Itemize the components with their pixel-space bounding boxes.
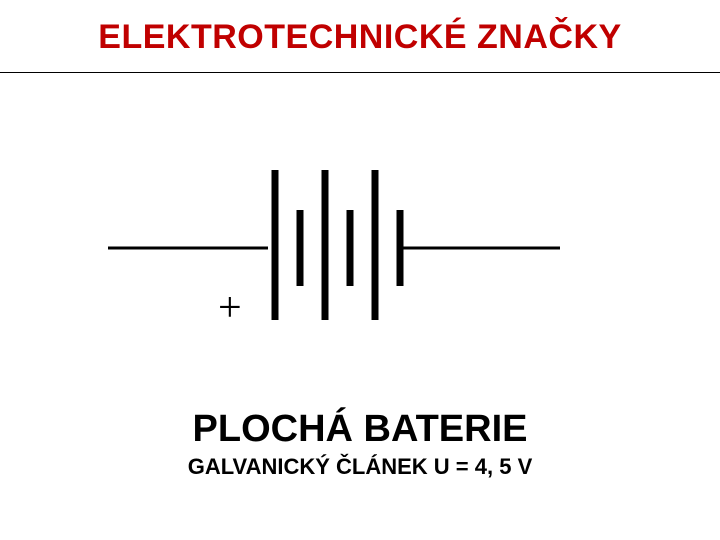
battery-symbol-svg bbox=[0, 150, 720, 320]
component-subtitle: GALVANICKÝ ČLÁNEK U = 4, 5 V bbox=[0, 454, 720, 480]
page-title: ELEKTROTECHNICKÉ ZNAČKY bbox=[0, 18, 720, 57]
page: ELEKTROTECHNICKÉ ZNAČKY + PLOCHÁ BATERIE… bbox=[0, 0, 720, 540]
plus-sign: + bbox=[218, 284, 242, 332]
battery-symbol bbox=[0, 150, 720, 320]
title-divider bbox=[0, 72, 720, 73]
component-name: PLOCHÁ BATERIE bbox=[0, 408, 720, 451]
